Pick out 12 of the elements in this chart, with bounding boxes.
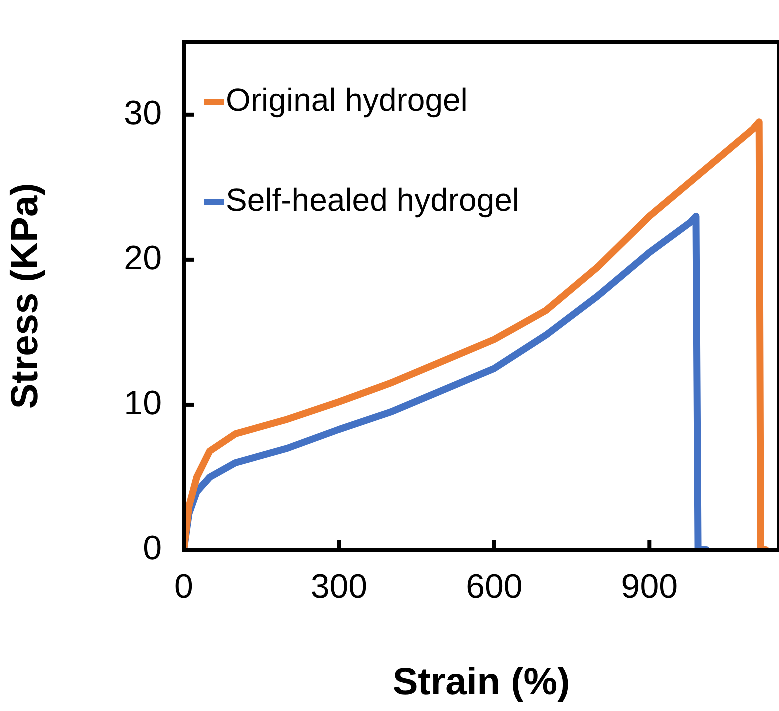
y-tick-label: 20: [124, 239, 162, 278]
x-tick-label: 0: [174, 568, 194, 606]
y-tick-label: 0: [143, 529, 162, 568]
x-tick-label: 900: [621, 568, 678, 606]
legend-label: Self-healed hydrogel: [226, 182, 520, 218]
legend-label: Original hydrogel: [226, 82, 468, 118]
y-tick-label: 10: [124, 384, 162, 422]
y-tick-label: 30: [124, 94, 162, 132]
x-axis-title: Strain (%): [392, 662, 570, 704]
x-tick-label: 300: [310, 568, 368, 606]
y-axis-title: Stress (KPa): [4, 183, 46, 410]
x-tick-label: 600: [466, 568, 523, 606]
